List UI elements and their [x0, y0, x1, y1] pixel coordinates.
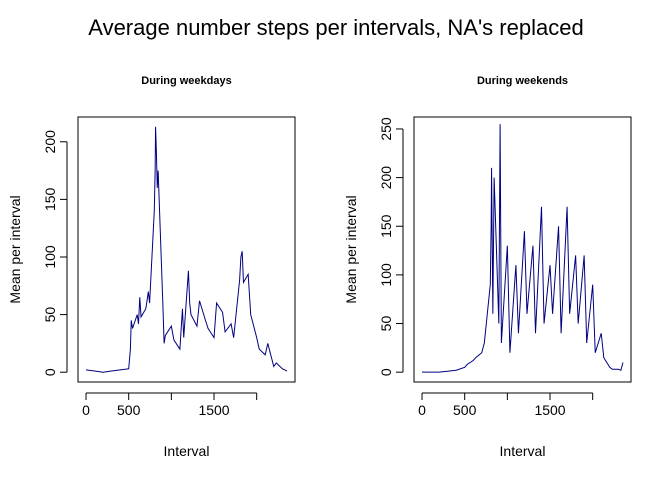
x-tick-label: 0: [418, 402, 426, 418]
x-tick-label: 500: [453, 402, 477, 418]
y-tick-label: 200: [42, 130, 58, 154]
y-axis-label: Mean per interval: [343, 195, 359, 303]
x-axis-label: Interval: [164, 443, 210, 459]
x-tick-label: 1500: [534, 402, 565, 418]
x-tick-label: 0: [82, 402, 90, 418]
y-tick-label: 0: [378, 368, 394, 376]
y-tick-label: 100: [378, 263, 394, 287]
x-tick-label: 500: [117, 402, 141, 418]
panel-title: During weekends: [477, 75, 568, 87]
y-tick-label: 150: [378, 214, 394, 238]
y-tick-label: 50: [378, 316, 394, 332]
x-tick-label: 1500: [198, 402, 229, 418]
y-tick-label: 150: [42, 187, 58, 211]
y-axis-label: Mean per interval: [7, 195, 23, 303]
y-tick-label: 100: [42, 245, 58, 269]
data-line: [85, 126, 288, 373]
figure-title: Average number steps per intervals, NA's…: [88, 15, 583, 40]
data-line: [422, 124, 624, 373]
plot-box: [77, 116, 296, 383]
x-axis-label: Interval: [500, 443, 546, 459]
y-tick-label: 0: [42, 368, 58, 376]
y-tick-label: 200: [378, 166, 394, 190]
y-tick-label: 250: [378, 117, 394, 141]
plot-box: [413, 116, 632, 383]
panel-title: During weekdays: [141, 75, 231, 87]
y-tick-label: 50: [42, 307, 58, 323]
